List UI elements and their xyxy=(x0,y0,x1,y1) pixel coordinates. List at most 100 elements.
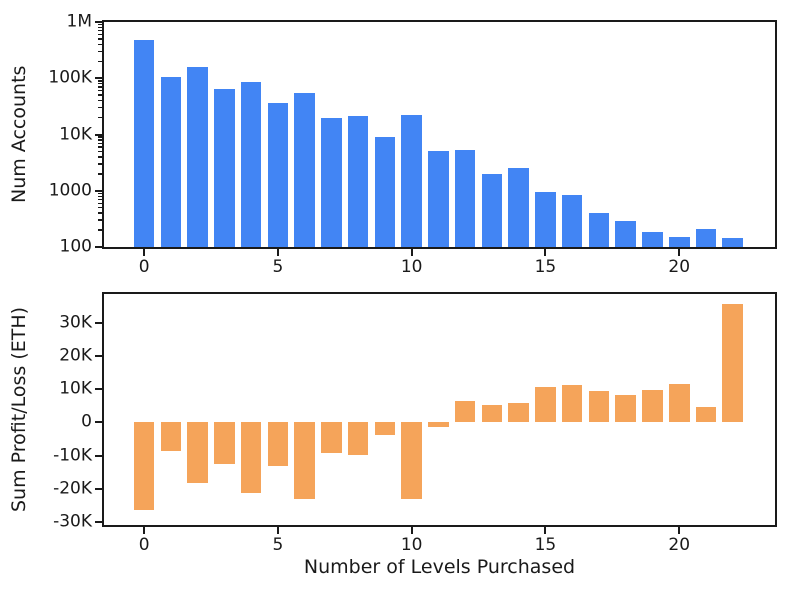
y-tick xyxy=(95,388,102,391)
bar xyxy=(294,422,315,500)
y-tick-label: -20K xyxy=(53,478,92,499)
bar xyxy=(668,237,690,247)
bar xyxy=(615,220,636,247)
x-tick-label: 5 xyxy=(272,535,284,555)
bar xyxy=(454,401,476,423)
bar xyxy=(588,390,610,423)
y-minor-tick xyxy=(98,139,102,141)
y-tick xyxy=(95,133,102,136)
bar xyxy=(642,389,663,423)
bar xyxy=(187,66,208,247)
y-tick xyxy=(95,521,102,523)
y-minor-tick xyxy=(98,106,102,109)
y-minor-tick xyxy=(98,219,102,221)
plot-area-top: 1M 100K 10K 1000 100 0 5 10 15 20 xyxy=(48,13,777,276)
x-tick xyxy=(410,249,413,256)
y-axis-title-top: Num Accounts xyxy=(8,65,30,204)
bar xyxy=(133,422,155,511)
y-tick xyxy=(95,354,102,357)
y-minor-tick xyxy=(98,146,102,148)
bar xyxy=(535,387,556,423)
x-tick xyxy=(544,527,547,534)
bar xyxy=(642,231,663,247)
y-minor-tick xyxy=(98,142,102,144)
y-minor-tick xyxy=(98,94,102,96)
bar xyxy=(428,151,449,247)
x-tick xyxy=(276,249,279,256)
y-tick xyxy=(95,189,102,192)
bar xyxy=(561,384,583,423)
x-tick xyxy=(678,527,681,534)
y-tick-label: 10K xyxy=(59,124,92,144)
x-tick-label: 10 xyxy=(400,257,423,277)
x-tick-label: 10 xyxy=(400,535,423,555)
y-minor-tick xyxy=(98,30,102,32)
bar xyxy=(535,192,556,247)
x-tick-label: 0 xyxy=(138,535,150,555)
y-axis-title-bottom: Sum Profit/Loss (ETH) xyxy=(8,306,30,513)
bar xyxy=(374,422,396,436)
y-tick xyxy=(95,321,102,324)
bar xyxy=(401,422,422,499)
y-minor-tick xyxy=(98,116,102,119)
bar xyxy=(347,115,369,247)
x-tick xyxy=(143,527,146,534)
y-tick xyxy=(95,487,102,490)
plot-area-bottom: 30K 20K 10K 0 -10K -20K -30K 0 5 10 15 20 xyxy=(53,292,777,554)
y-tick xyxy=(95,454,102,457)
y-minor-tick xyxy=(98,198,102,201)
bar xyxy=(294,92,315,247)
bar xyxy=(508,168,529,247)
x-axis-title: Number of Levels Purchased xyxy=(303,556,576,578)
x-tick-label: 0 xyxy=(138,257,150,277)
bar xyxy=(160,422,182,452)
y-tick xyxy=(95,421,102,424)
x-tick-label: 15 xyxy=(534,535,557,555)
x-tick-label: 20 xyxy=(668,257,691,277)
y-minor-tick xyxy=(98,229,102,231)
bar xyxy=(722,237,744,247)
y-minor-tick xyxy=(98,173,102,175)
y-minor-tick xyxy=(98,80,102,82)
y-tick-label: 10K xyxy=(59,378,92,399)
x-tick-label: 20 xyxy=(668,535,691,555)
bar xyxy=(481,405,503,423)
y-minor-tick xyxy=(98,156,102,158)
y-tick-label: 0 xyxy=(81,411,92,432)
bar xyxy=(615,394,636,423)
y-tick-label: -10K xyxy=(53,445,92,466)
bar xyxy=(668,383,690,423)
x-tick-label: 5 xyxy=(272,257,284,277)
y-minor-tick xyxy=(98,136,102,138)
x-tick-label: 15 xyxy=(534,257,557,277)
y-minor-tick xyxy=(98,26,102,29)
x-tick xyxy=(276,527,279,534)
bar xyxy=(240,82,262,247)
y-minor-tick xyxy=(98,192,102,194)
y-minor-tick xyxy=(98,202,102,204)
bar xyxy=(722,304,744,423)
bar xyxy=(374,137,396,247)
y-tick-label: 20K xyxy=(59,345,92,366)
bar xyxy=(133,39,155,247)
bar xyxy=(347,422,369,455)
bar xyxy=(401,115,422,247)
y-minor-tick xyxy=(98,86,102,88)
bar xyxy=(267,102,289,247)
y-minor-tick xyxy=(98,60,102,62)
y-minor-tick xyxy=(98,206,102,209)
bar xyxy=(267,422,289,467)
bar xyxy=(561,194,583,247)
bar xyxy=(454,149,476,247)
bar xyxy=(695,407,717,423)
x-tick xyxy=(544,249,547,256)
bar xyxy=(321,422,342,453)
x-tick xyxy=(410,527,413,534)
y-minor-tick xyxy=(98,43,102,46)
bar xyxy=(214,88,235,247)
y-minor-tick xyxy=(98,23,102,26)
y-tick-label: 1000 xyxy=(48,180,92,201)
y-tick-label: 1M xyxy=(66,11,92,32)
y-tick-label: 100 xyxy=(59,236,92,257)
